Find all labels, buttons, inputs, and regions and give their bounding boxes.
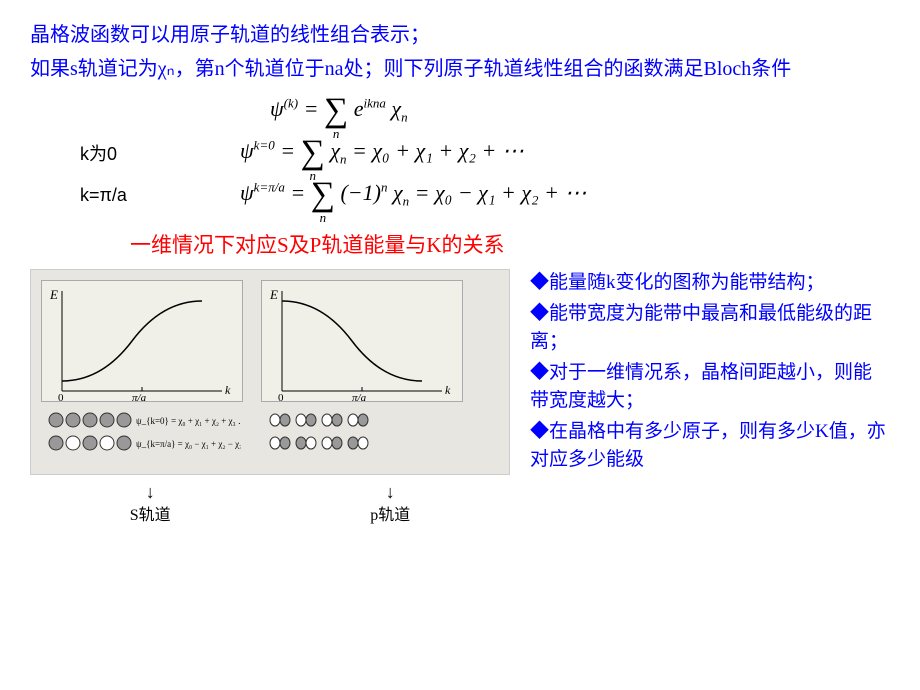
eq3-chi: χ	[393, 180, 403, 205]
p-orbital-label-wrap: ↓ p轨道	[370, 483, 410, 525]
xtick-1: π/a	[352, 392, 367, 402]
label-kpi: k=π/a	[30, 185, 240, 206]
arrow-down-icon: ↓	[130, 483, 171, 501]
p-orbital-label: p轨道	[370, 501, 410, 525]
chart-container: E k 0 π/a ψ_{k=0} = χ₀ + χ₁ + χ₂	[30, 269, 510, 475]
p-row-1	[270, 414, 368, 426]
bullet-2-text: 能带宽度为能带中最高和最低能级的距离；	[530, 303, 872, 353]
xtick-0: 0	[278, 392, 284, 402]
sigma-icon: ∑n	[301, 134, 325, 172]
intro-line-2: 如果s轨道记为χₙ，第n个轨道位于na处；则下列原子轨道线性组合的函数满足Blo…	[30, 54, 890, 84]
eq3-expand: = χ₀ − χ₁ + χ₂ + ⋯	[415, 180, 587, 205]
equation-block: ψ(k) = ∑n eikna χn k为0 ψk=0 = ∑n χn = χ₀…	[30, 92, 890, 214]
diamond-icon: ◆	[530, 272, 549, 293]
eq3-neg-sup: n	[381, 180, 388, 195]
bullet-list: ◆能量随k变化的图称为能带结构； ◆能带宽度为能带中最高和最低能级的距离； ◆对…	[510, 269, 890, 477]
arrow-down-icon: ↓	[370, 483, 410, 501]
diamond-icon: ◆	[530, 362, 549, 383]
section-title: 一维情况下对应S及P轨道能量与K的关系	[130, 229, 890, 259]
diamond-icon: ◆	[530, 421, 549, 442]
label-k0: k为0	[30, 140, 240, 166]
x-label: k	[225, 383, 231, 397]
y-label: E	[269, 287, 278, 302]
bullet-3-text: 对于一维情况系，晶格间距越小，则能带宽度越大；	[530, 362, 872, 412]
eq2-expand: = χ₀ + χ₁ + χ₂ + ⋯	[352, 138, 524, 163]
s-orbital-rows: ψ_{k=0} = χ₀ + χ₁ + χ₂ + χ₃ … ψ_{k=π/a} …	[41, 408, 241, 458]
eq2-psi: ψ	[240, 138, 254, 163]
eq1-sup: (k)	[284, 96, 298, 111]
p-row-2	[270, 437, 368, 449]
orbital-labels-row: ↓ S轨道 ↓ p轨道	[30, 483, 510, 525]
eq1-chi-sub: n	[401, 109, 408, 124]
eq2-sup: k=0	[254, 138, 275, 153]
s-row-2: ψ_{k=π/a} = χ₀ − χ₁ + χ₂ − χ₃ …	[49, 436, 241, 450]
equation-3: k=π/a ψk=π/a = ∑n (−1)n χn = χ₀ − χ₁ + χ…	[30, 176, 890, 214]
s-curve	[62, 301, 202, 381]
p-chart-svg: E k 0 π/a	[261, 280, 463, 402]
eq2-equals: =	[280, 138, 300, 163]
bottom-section: E k 0 π/a ψ_{k=0} = χ₀ + χ₁ + χ₂	[30, 269, 890, 525]
bullet-3: ◆对于一维情况系，晶格间距越小，则能带宽度越大；	[530, 359, 890, 416]
p-orbital-rows	[261, 408, 461, 458]
bullet-1: ◆能量随k变化的图称为能带结构；	[530, 269, 890, 298]
s-row-1: ψ_{k=0} = χ₀ + χ₁ + χ₂ + χ₃ …	[49, 413, 241, 427]
p-orbital-chart: E k 0 π/a	[261, 280, 461, 464]
eq3-chi-sub: n	[403, 193, 410, 208]
eq3-equals: =	[290, 180, 310, 205]
equation-2: k为0 ψk=0 = ∑n χn = χ₀ + χ₁ + χ₂ + ⋯	[30, 134, 890, 172]
eq3-psi: ψ	[240, 180, 254, 205]
diamond-icon: ◆	[530, 303, 549, 324]
sigma-icon: ∑n	[311, 176, 335, 214]
s-orbital-label: S轨道	[130, 501, 171, 525]
bullet-2: ◆能带宽度为能带中最高和最低能级的距离；	[530, 300, 890, 357]
eq1-psi: ψ	[270, 96, 284, 121]
bullet-4-text: 在晶格中有多少原子，则有多少K值，亦对应多少能级	[530, 421, 886, 471]
bullet-1-text: 能量随k变化的图称为能带结构；	[549, 272, 825, 293]
s-row1-label: ψ_{k=0} = χ₀ + χ₁ + χ₂ + χ₃ …	[136, 416, 241, 426]
p-curve	[282, 301, 422, 381]
intro-line-1: 晶格波函数可以用原子轨道的线性组合表示；	[30, 20, 890, 50]
x-label: k	[445, 383, 451, 397]
eq1-exp: ikna	[363, 96, 385, 111]
s-orbital-label-wrap: ↓ S轨道	[130, 483, 171, 525]
s-row2-label: ψ_{k=π/a} = χ₀ − χ₁ + χ₂ − χ₃ …	[136, 439, 241, 449]
eq1-chi: χ	[391, 96, 401, 121]
bullet-4: ◆在晶格中有多少原子，则有多少K值，亦对应多少能级	[530, 418, 890, 475]
xtick-1: π/a	[132, 392, 147, 402]
eq3-sup: k=π/a	[254, 180, 285, 195]
s-chart-svg: E k 0 π/a	[41, 280, 243, 402]
xtick-0: 0	[58, 392, 64, 402]
eq2-chi: χ	[330, 138, 340, 163]
sigma-icon: ∑n	[324, 92, 348, 130]
s-orbital-chart: E k 0 π/a ψ_{k=0} = χ₀ + χ₁ + χ₂	[41, 280, 241, 464]
y-label: E	[49, 287, 58, 302]
eq1-equals: =	[304, 96, 324, 121]
diagram-area: E k 0 π/a ψ_{k=0} = χ₀ + χ₁ + χ₂	[30, 269, 510, 525]
eq2-chi-sub: n	[340, 151, 347, 166]
equation-1: ψ(k) = ∑n eikna χn	[30, 92, 890, 130]
eq3-neg: (−1)	[340, 180, 381, 205]
